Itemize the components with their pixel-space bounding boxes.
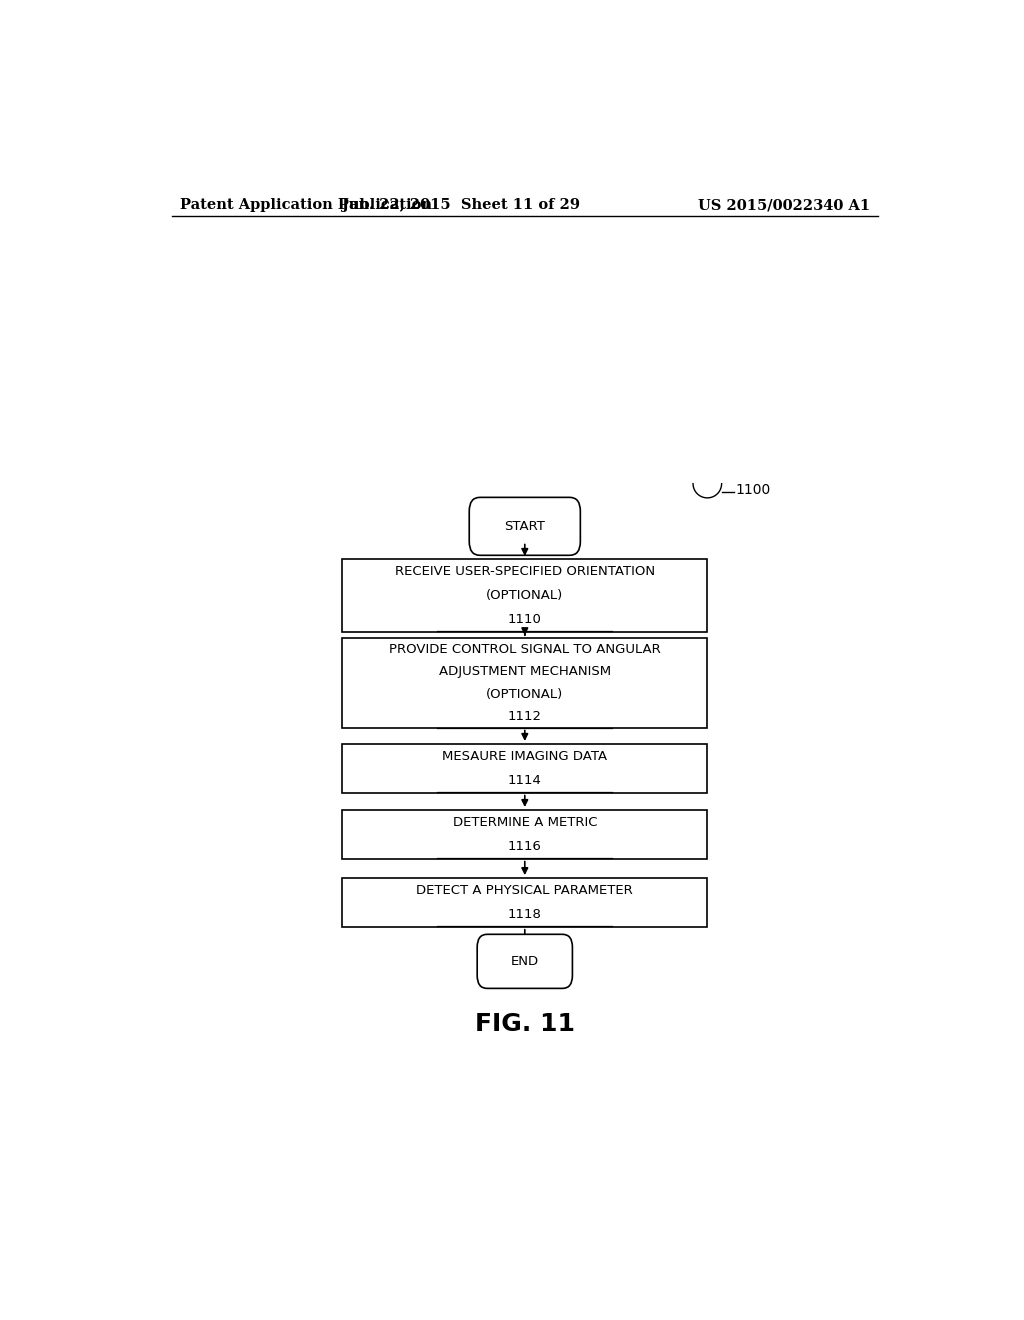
Text: Patent Application Publication: Patent Application Publication [179,198,431,213]
Text: ADJUSTMENT MECHANISM: ADJUSTMENT MECHANISM [438,665,611,678]
Text: Jan. 22, 2015  Sheet 11 of 29: Jan. 22, 2015 Sheet 11 of 29 [342,198,581,213]
Text: DETERMINE A METRIC: DETERMINE A METRIC [453,816,597,829]
Bar [342,638,708,727]
Text: 1114: 1114 [508,774,542,787]
FancyBboxPatch shape [477,935,572,989]
Text: US 2015/0022340 A1: US 2015/0022340 A1 [698,198,870,213]
Text: 1116: 1116 [508,840,542,853]
Text: START: START [505,520,545,533]
Text: DETECT A PHYSICAL PARAMETER: DETECT A PHYSICAL PARAMETER [417,883,633,896]
Text: RECEIVE USER-SPECIFIED ORIENTATION: RECEIVE USER-SPECIFIED ORIENTATION [394,565,655,578]
Text: 1100: 1100 [736,483,771,496]
Text: (OPTIONAL): (OPTIONAL) [486,589,563,602]
Text: 1118: 1118 [508,908,542,921]
Bar [342,878,708,927]
Text: MESAURE IMAGING DATA: MESAURE IMAGING DATA [442,750,607,763]
Text: FIG. 11: FIG. 11 [475,1012,574,1036]
Text: 1110: 1110 [508,614,542,627]
Text: 1112: 1112 [508,710,542,723]
FancyBboxPatch shape [469,498,581,556]
Text: PROVIDE CONTROL SIGNAL TO ANGULAR: PROVIDE CONTROL SIGNAL TO ANGULAR [389,643,660,656]
Bar [342,744,708,792]
Text: (OPTIONAL): (OPTIONAL) [486,688,563,701]
Bar [342,558,708,632]
Text: END: END [511,954,539,968]
Bar [342,810,708,859]
